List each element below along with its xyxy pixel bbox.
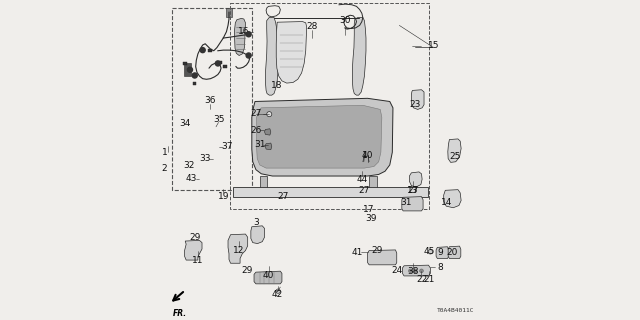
Text: 1: 1: [162, 148, 168, 157]
Text: 29: 29: [189, 233, 201, 242]
Polygon shape: [260, 176, 267, 190]
Polygon shape: [402, 196, 423, 211]
Bar: [223, 65, 227, 68]
Text: 2: 2: [162, 164, 168, 172]
Text: 15: 15: [428, 42, 439, 51]
Bar: [172, 8, 252, 190]
Polygon shape: [251, 226, 264, 244]
Text: 38: 38: [407, 267, 419, 276]
Text: 24: 24: [391, 266, 403, 275]
Text: 33: 33: [200, 154, 211, 163]
Bar: [193, 82, 196, 85]
Circle shape: [420, 269, 424, 273]
Text: FR.: FR.: [173, 309, 187, 318]
Text: 42: 42: [271, 291, 283, 300]
Text: 45: 45: [423, 247, 435, 256]
Text: 30: 30: [340, 16, 351, 25]
Text: 43: 43: [186, 174, 197, 183]
Polygon shape: [410, 172, 422, 187]
Bar: [209, 49, 212, 52]
Polygon shape: [266, 18, 279, 95]
Polygon shape: [412, 90, 424, 109]
Text: 29: 29: [241, 266, 253, 275]
Text: 27: 27: [250, 109, 261, 118]
Text: 37: 37: [221, 142, 233, 151]
Text: 32: 32: [184, 161, 195, 170]
Text: 4: 4: [362, 151, 367, 160]
Bar: [230, 3, 429, 209]
Polygon shape: [436, 247, 449, 259]
Text: 35: 35: [213, 115, 225, 124]
Text: 31: 31: [254, 140, 266, 149]
Circle shape: [428, 250, 433, 254]
Text: 13: 13: [407, 186, 419, 195]
Polygon shape: [184, 63, 191, 76]
Polygon shape: [367, 250, 397, 265]
Polygon shape: [252, 98, 393, 176]
Text: 10: 10: [362, 151, 374, 160]
Text: 17: 17: [364, 205, 375, 214]
Circle shape: [192, 73, 197, 78]
Text: 19: 19: [218, 191, 229, 201]
Bar: [218, 61, 222, 64]
Text: 27: 27: [358, 186, 370, 195]
Text: 36: 36: [204, 96, 216, 105]
Text: 22: 22: [416, 275, 427, 284]
Polygon shape: [369, 176, 377, 190]
Polygon shape: [257, 105, 382, 168]
Bar: [227, 8, 232, 17]
Text: 27: 27: [407, 186, 419, 195]
Polygon shape: [264, 129, 271, 135]
Text: 14: 14: [441, 198, 452, 207]
Text: 40: 40: [263, 271, 275, 280]
Circle shape: [215, 61, 220, 66]
Polygon shape: [444, 190, 461, 208]
Circle shape: [413, 269, 417, 273]
Text: 9: 9: [437, 248, 443, 257]
Circle shape: [246, 53, 251, 58]
Text: 20: 20: [447, 248, 458, 257]
Text: 44: 44: [357, 175, 368, 184]
Polygon shape: [403, 265, 430, 276]
Circle shape: [276, 289, 280, 293]
Text: 39: 39: [365, 214, 376, 223]
Circle shape: [408, 269, 412, 273]
Bar: [183, 62, 188, 65]
Polygon shape: [265, 143, 272, 150]
Polygon shape: [448, 246, 461, 259]
Text: 34: 34: [179, 118, 191, 128]
Text: 25: 25: [450, 153, 461, 162]
Circle shape: [200, 48, 205, 53]
Text: 12: 12: [234, 246, 245, 255]
Text: 26: 26: [250, 125, 262, 134]
Text: 28: 28: [307, 21, 318, 30]
Text: 29: 29: [371, 246, 383, 255]
Text: 3: 3: [253, 218, 259, 227]
Polygon shape: [234, 18, 246, 55]
Text: 11: 11: [192, 256, 204, 265]
Text: 23: 23: [410, 100, 421, 109]
Polygon shape: [228, 234, 248, 263]
Text: 27: 27: [278, 192, 289, 201]
Text: 41: 41: [351, 248, 363, 257]
Text: 21: 21: [424, 275, 435, 284]
Text: 8: 8: [437, 262, 443, 272]
Polygon shape: [448, 139, 461, 162]
Polygon shape: [254, 271, 282, 284]
Circle shape: [246, 32, 251, 37]
Polygon shape: [276, 21, 307, 83]
Text: 16: 16: [237, 27, 249, 36]
Circle shape: [188, 67, 193, 72]
Polygon shape: [353, 18, 366, 95]
Text: T0A4B4011C: T0A4B4011C: [436, 308, 474, 313]
Text: 31: 31: [401, 198, 412, 207]
Polygon shape: [184, 240, 202, 260]
Circle shape: [267, 112, 272, 117]
Polygon shape: [233, 187, 428, 196]
Text: 18: 18: [271, 81, 283, 90]
